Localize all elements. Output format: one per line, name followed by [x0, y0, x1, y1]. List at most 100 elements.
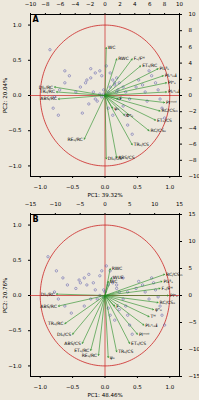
- svg-text:RC/CSₘ: RC/CSₘ: [162, 108, 179, 113]
- svg-text:ABS/RC: ABS/RC: [40, 96, 57, 101]
- svg-text:RE₀/RC: RE₀/RC: [67, 137, 82, 142]
- svg-text:ψ₀: ψ₀: [110, 355, 115, 360]
- svg-text:2: 2: [118, 1, 122, 7]
- svg-text:ABS/RC: ABS/RC: [40, 304, 57, 309]
- svg-text:−8: −8: [189, 157, 198, 163]
- svg-text:WC: WC: [108, 45, 116, 50]
- svg-text:10: 10: [189, 238, 196, 244]
- svg-text:−0.5: −0.5: [66, 184, 80, 190]
- svg-text:Fᵥ/Fᴹ: Fᵥ/Fᴹ: [162, 286, 174, 291]
- svg-text:F: F: [119, 96, 122, 101]
- svg-text:8: 8: [163, 1, 167, 7]
- svg-text:PIₜᵒₜₐℹ: PIₜᵒₜₐℹ: [168, 89, 180, 94]
- svg-text:−10: −10: [50, 201, 62, 207]
- svg-text:−0.5: −0.5: [8, 327, 22, 333]
- svg-text:Φᵉ₀: Φᵉ₀: [126, 113, 133, 118]
- svg-text:5: 5: [128, 201, 132, 207]
- svg-text:RC/CS₀: RC/CS₀: [151, 128, 167, 133]
- svg-text:1.0: 1.0: [13, 222, 22, 228]
- svg-text:5: 5: [189, 265, 193, 271]
- svg-text:−1.0: −1.0: [8, 363, 22, 369]
- svg-text:ET₀/RC: ET₀/RC: [74, 348, 89, 353]
- svg-text:PC2: 20.76%: PC2: 20.76%: [2, 278, 8, 313]
- svg-text:2: 2: [189, 76, 193, 82]
- svg-text:TR₀/RC: TR₀/RC: [47, 321, 63, 326]
- svg-text:6: 6: [189, 44, 193, 50]
- svg-text:0.0: 0.0: [101, 184, 110, 190]
- svg-text:ψ₀: ψ₀: [114, 106, 119, 111]
- svg-text:−4: −4: [189, 125, 198, 131]
- svg-text:F: F: [116, 304, 119, 309]
- svg-text:0: 0: [189, 292, 193, 298]
- svg-text:TR₀/CS: TR₀/CS: [133, 142, 149, 147]
- svg-text:10: 10: [189, 11, 196, 17]
- svg-text:−10: −10: [189, 346, 199, 352]
- svg-text:0.5: 0.5: [13, 257, 22, 263]
- svg-text:RC/CSₘ: RC/CSₘ: [166, 272, 183, 277]
- svg-text:−1.0: −1.0: [34, 184, 48, 190]
- svg-text:TR₀/CS: TR₀/CS: [117, 349, 133, 354]
- svg-text:−6: −6: [189, 141, 198, 147]
- svg-text:1.0: 1.0: [13, 22, 22, 28]
- svg-text:0: 0: [103, 201, 107, 207]
- svg-text:RC/CS₀: RC/CS₀: [160, 300, 176, 305]
- svg-text:1.0: 1.0: [165, 384, 174, 390]
- svg-text:0.0: 0.0: [13, 292, 22, 298]
- svg-text:−15: −15: [25, 201, 37, 207]
- svg-text:PIₐᴮₛ: PIₐᴮₛ: [164, 279, 174, 284]
- svg-text:DI₀/CS: DI₀/CS: [57, 332, 71, 337]
- svg-text:−1.0: −1.0: [8, 163, 22, 169]
- svg-text:PIₐᴮₛ: PIₐᴮₛ: [160, 66, 170, 71]
- svg-text:TR₀/RC: TR₀/RC: [39, 89, 55, 94]
- svg-text:−0.5: −0.5: [66, 384, 80, 390]
- svg-text:−15: −15: [189, 373, 199, 379]
- svg-text:ABS/CS: ABS/CS: [64, 341, 81, 346]
- svg-text:−10: −10: [25, 1, 37, 7]
- svg-text:PIᵐᵒᵈ: PIᵐᵒᵈ: [166, 100, 177, 105]
- svg-text:0.5: 0.5: [13, 57, 22, 63]
- svg-text:0.5: 0.5: [133, 384, 142, 390]
- svg-text:−5: −5: [76, 201, 85, 207]
- svg-text:−8: −8: [41, 1, 50, 7]
- svg-text:PIₜᵒₜₐℹ: PIₜᵒₜₐℹ: [165, 73, 177, 78]
- svg-text:10: 10: [176, 1, 183, 7]
- svg-text:PC1: 48.46%: PC1: 48.46%: [87, 392, 122, 398]
- svg-text:Tᴹ: Tᴹ: [150, 314, 157, 319]
- svg-text:1.0: 1.0: [165, 184, 174, 190]
- svg-text:10: 10: [151, 201, 158, 207]
- svg-text:PC1: 39.32%: PC1: 39.32%: [87, 192, 122, 198]
- svg-text:−6: −6: [56, 1, 65, 7]
- svg-text:−4: −4: [71, 1, 80, 7]
- svg-text:−0.5: −0.5: [8, 127, 22, 133]
- svg-text:ET₀/CS: ET₀/CS: [131, 341, 146, 346]
- svg-text:0.0: 0.0: [13, 92, 22, 98]
- svg-text:B: B: [33, 215, 39, 224]
- svg-text:Fᵥ/Fᴹ: Fᵥ/Fᴹ: [134, 56, 146, 61]
- svg-text:A: A: [33, 15, 40, 24]
- svg-text:φᵉ₀: φᵉ₀: [155, 307, 162, 312]
- svg-text:PIₜᵒₜₐℹ: PIₜᵒₜₐℹ: [145, 323, 157, 328]
- svg-text:DI₀/CS: DI₀/CS: [108, 156, 122, 161]
- svg-text:15: 15: [189, 211, 196, 217]
- svg-text:DI₀/RC: DI₀/RC: [39, 84, 53, 89]
- svg-text:PC2: 20.04%: PC2: 20.04%: [2, 78, 8, 113]
- svg-text:0.0: 0.0: [101, 384, 110, 390]
- svg-text:−5: −5: [189, 319, 198, 325]
- svg-text:DI₀/RC: DI₀/RC: [41, 292, 55, 297]
- svg-text:−10: −10: [189, 173, 199, 179]
- svg-text:ET₀/RC: ET₀/RC: [142, 63, 157, 68]
- svg-text:0.5: 0.5: [133, 184, 142, 190]
- svg-text:RWC: RWC: [118, 56, 129, 61]
- svg-text:8: 8: [189, 27, 193, 33]
- svg-text:0: 0: [189, 92, 193, 98]
- svg-text:−1.0: −1.0: [34, 384, 48, 390]
- svg-text:PIᵐᵒᵈ: PIᵐᵒᵈ: [139, 332, 150, 337]
- svg-text:4: 4: [189, 60, 193, 66]
- svg-text:6: 6: [148, 1, 152, 7]
- svg-text:−2: −2: [189, 108, 197, 114]
- svg-text:4: 4: [133, 1, 137, 7]
- svg-text:−2: −2: [86, 1, 94, 7]
- svg-text:15: 15: [176, 201, 183, 207]
- svg-text:RWC: RWC: [112, 266, 123, 271]
- svg-text:WC: WC: [110, 279, 118, 284]
